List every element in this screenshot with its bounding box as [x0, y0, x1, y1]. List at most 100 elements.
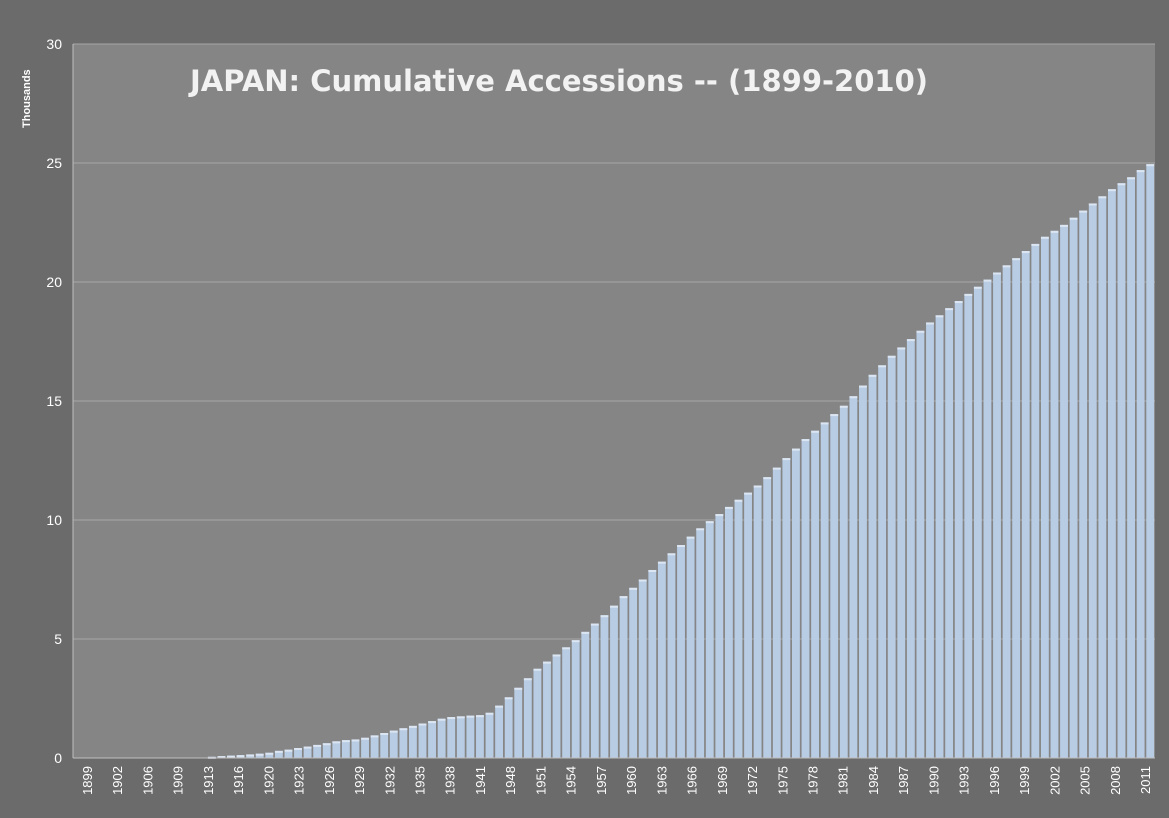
bar [543, 661, 551, 758]
bar-top [619, 596, 628, 599]
bar-top [830, 414, 839, 417]
bar [993, 272, 1001, 758]
bar [820, 422, 829, 758]
bar-top [476, 715, 484, 718]
bar-top [1136, 170, 1145, 173]
bar [1127, 177, 1135, 758]
bar-top [820, 422, 829, 425]
x-tick-label: 1935 [413, 766, 428, 795]
x-tick-label: 1963 [654, 766, 669, 795]
bar-top [983, 279, 992, 282]
bar [830, 414, 839, 758]
bar-top [313, 744, 322, 747]
bar [351, 739, 360, 758]
bar-top [274, 750, 283, 753]
bar [1021, 251, 1030, 758]
bar [562, 647, 571, 758]
x-tick-label: 1975 [775, 766, 790, 795]
bar [926, 322, 934, 758]
bar [811, 430, 819, 758]
bar-top [495, 705, 504, 708]
bar-top [504, 697, 513, 700]
bar-top [1117, 183, 1126, 186]
x-tick-label: 1960 [624, 766, 639, 795]
bar [638, 579, 647, 758]
bar [590, 623, 599, 758]
bar-top [859, 385, 867, 388]
bar [361, 737, 369, 758]
x-tick-label: 1923 [292, 766, 307, 795]
bar [1107, 189, 1116, 758]
y-tick-label: 25 [46, 155, 62, 171]
grid-layer [73, 43, 1155, 640]
bar-top [801, 439, 810, 442]
bar [265, 752, 274, 758]
bar [408, 725, 417, 758]
bar [724, 506, 733, 758]
bar-top [418, 723, 427, 726]
bar-top [667, 553, 676, 556]
bar [839, 405, 848, 758]
bar [1002, 265, 1011, 758]
bar [935, 315, 944, 758]
bar [380, 733, 389, 758]
bar-top [849, 396, 858, 399]
bar [801, 439, 810, 758]
y-tick-label: 30 [46, 36, 62, 52]
bar-top [399, 728, 408, 731]
bar [418, 723, 427, 758]
bar [466, 715, 475, 758]
bar [341, 740, 350, 758]
bar-top [1069, 217, 1078, 220]
x-tick-label: 1899 [80, 766, 95, 795]
bar-top [523, 678, 532, 681]
bar-top [294, 748, 302, 750]
bar-top [1021, 251, 1030, 254]
bar-top [552, 654, 561, 657]
bar [705, 521, 714, 758]
bar [686, 536, 695, 758]
bar-top [217, 756, 226, 759]
bar-top [543, 661, 551, 664]
bar [284, 749, 293, 758]
y-tick-label: 0 [54, 750, 62, 766]
bar-top [811, 430, 819, 433]
x-tick-label: 1978 [806, 766, 821, 795]
bar-top [839, 405, 848, 408]
bar-top [332, 741, 341, 744]
bar-top [878, 365, 887, 368]
x-tick-label: 1999 [1017, 766, 1032, 795]
y-tick-labels: 0 5 10 15 20 25 30 [46, 36, 62, 766]
bar-top [686, 536, 695, 539]
bar-top [246, 754, 255, 757]
bar-top [724, 506, 733, 509]
bar-top [734, 499, 743, 502]
bar-top [533, 668, 542, 671]
bar [973, 286, 982, 758]
bar [255, 753, 264, 758]
x-tick-label: 2008 [1108, 766, 1123, 795]
bar [897, 347, 906, 758]
bar-top [389, 730, 398, 733]
bar-top [744, 492, 752, 495]
y-tick-label: 20 [46, 274, 62, 290]
bar [983, 279, 992, 758]
bar-top [456, 716, 465, 719]
bar-top [303, 746, 312, 749]
y-tick-label: 10 [46, 512, 62, 528]
bar [715, 514, 724, 758]
x-tick-label: 1987 [896, 766, 911, 795]
bar-top [772, 467, 781, 470]
bar [753, 485, 762, 758]
x-tick-label: 1916 [231, 766, 246, 795]
bar [657, 561, 666, 758]
bar-top [1088, 203, 1097, 206]
bar [1088, 203, 1097, 758]
bar-top [993, 272, 1001, 275]
bar-top [696, 528, 705, 531]
bar [581, 631, 590, 758]
chart-title: JAPAN: Cumulative Accessions -- (1899-20… [188, 64, 928, 98]
bar-top [600, 615, 609, 618]
